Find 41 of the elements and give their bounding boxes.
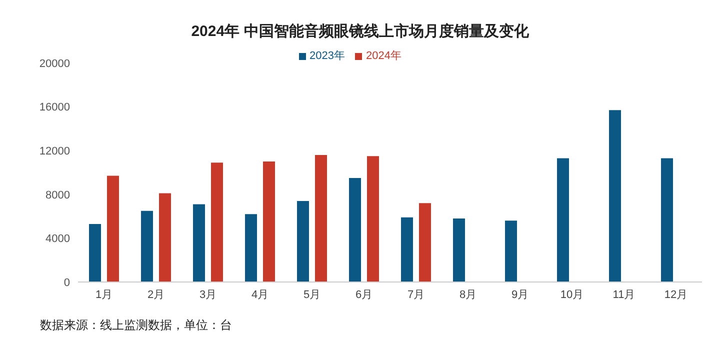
x-tick-label: 11月 — [612, 288, 636, 301]
y-tick-label: 4000 — [46, 233, 70, 246]
x-tick-label: 5月 — [303, 288, 321, 301]
bar — [211, 162, 223, 282]
chart-title: 2024年 中国智能音频眼镜线上市场月度销量及变化 — [190, 22, 530, 42]
y-tick-label: 20000 — [39, 58, 70, 70]
bar — [401, 217, 413, 282]
x-tick-label: 6月 — [355, 288, 373, 301]
y-tick-label: 16000 — [39, 102, 70, 114]
bar — [107, 176, 119, 282]
bar — [557, 158, 569, 282]
bar — [505, 220, 517, 282]
bar — [141, 210, 153, 282]
bar — [609, 110, 621, 282]
bar — [89, 224, 101, 282]
x-tick-label: 12月 — [664, 288, 688, 301]
source-note: 数据来源：线上监测数据，单位：台 — [40, 317, 232, 334]
bar — [297, 200, 309, 282]
legend-label: 2023年 — [310, 50, 345, 62]
x-tick-label: 8月 — [459, 288, 477, 301]
x-tick-label: 10月 — [560, 288, 584, 301]
bar — [245, 214, 257, 282]
bar — [349, 178, 361, 282]
y-tick-label: 8000 — [46, 189, 70, 202]
x-tick-label: 2月 — [147, 288, 165, 301]
x-tick-label: 1月 — [95, 288, 113, 301]
bar — [263, 162, 275, 282]
x-tick-label: 4月 — [251, 288, 269, 301]
x-tick-label: 7月 — [407, 288, 425, 301]
bar — [193, 204, 205, 282]
bar — [367, 156, 379, 282]
x-tick-label: 9月 — [511, 288, 529, 301]
y-tick-label: 0 — [64, 276, 70, 289]
bar — [453, 218, 465, 282]
bar — [315, 154, 327, 282]
bar — [661, 158, 673, 282]
x-tick-label: 3月 — [199, 288, 217, 301]
bar — [159, 193, 171, 282]
y-tick-label: 12000 — [39, 146, 70, 158]
bar — [419, 203, 431, 282]
legend-label: 2024年 — [366, 50, 402, 62]
